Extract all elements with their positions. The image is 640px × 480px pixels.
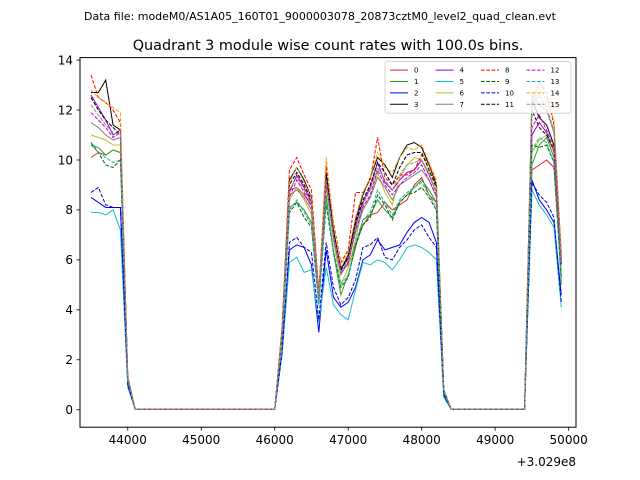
x-axis-offset-label: +3.029e8	[517, 455, 576, 469]
y-tick-label: 6	[65, 253, 73, 267]
y-tick-label: 8	[65, 203, 73, 217]
series-line-15	[90, 94, 562, 410]
x-tick-label: 47000	[329, 433, 367, 447]
legend-label: 6	[460, 89, 465, 97]
legend-frame	[384, 61, 572, 114]
x-tick-label: 49000	[476, 433, 514, 447]
chart-title: Quadrant 3 module wise count rates with …	[133, 38, 524, 54]
plot-area	[90, 74, 562, 410]
series-line-10	[90, 180, 562, 410]
x-tick-label: 48000	[403, 433, 441, 447]
legend-label: 12	[551, 67, 560, 75]
y-tick-label: 2	[65, 353, 73, 367]
legend-label: 11	[505, 101, 514, 109]
y-tick-label: 0	[65, 403, 73, 417]
series-line-8	[90, 74, 562, 410]
x-tick-label: 45000	[182, 433, 220, 447]
legend-label: 2	[414, 89, 418, 97]
legend-label: 15	[551, 101, 560, 109]
legend-label: 13	[551, 78, 560, 86]
legend-label: 4	[460, 67, 465, 75]
y-tick-label: 12	[58, 103, 73, 117]
legend-label: 9	[505, 78, 509, 86]
series-line-12	[90, 112, 562, 410]
x-tick-label: 46000	[256, 433, 294, 447]
y-tick-label: 4	[65, 303, 73, 317]
legend-label: 1	[414, 78, 418, 86]
legend-label: 7	[460, 101, 464, 109]
series-line-2	[90, 179, 562, 410]
x-tick-label: 44000	[109, 433, 147, 447]
legend-label: 14	[551, 89, 560, 97]
figure-suptitle: Data file: modeM0/AS1A05_160T01_90000030…	[84, 10, 557, 23]
x-axis: 44000 45000 46000 47000 48000 49000 50000	[109, 427, 588, 447]
y-tick-label: 14	[58, 53, 73, 67]
legend-label: 8	[505, 67, 509, 75]
legend-label: 5	[460, 78, 464, 86]
legend-label: 3	[414, 101, 418, 109]
legend-label: 10	[505, 89, 514, 97]
axes-frame	[79, 57, 577, 428]
y-axis: 0 2 4 6 8 10 12 14	[58, 53, 80, 417]
series-line-5	[91, 189, 562, 410]
y-tick-label: 10	[58, 153, 73, 167]
legend-label: 0	[414, 67, 418, 75]
series-line-14	[90, 86, 562, 410]
x-tick-label: 50000	[550, 433, 588, 447]
